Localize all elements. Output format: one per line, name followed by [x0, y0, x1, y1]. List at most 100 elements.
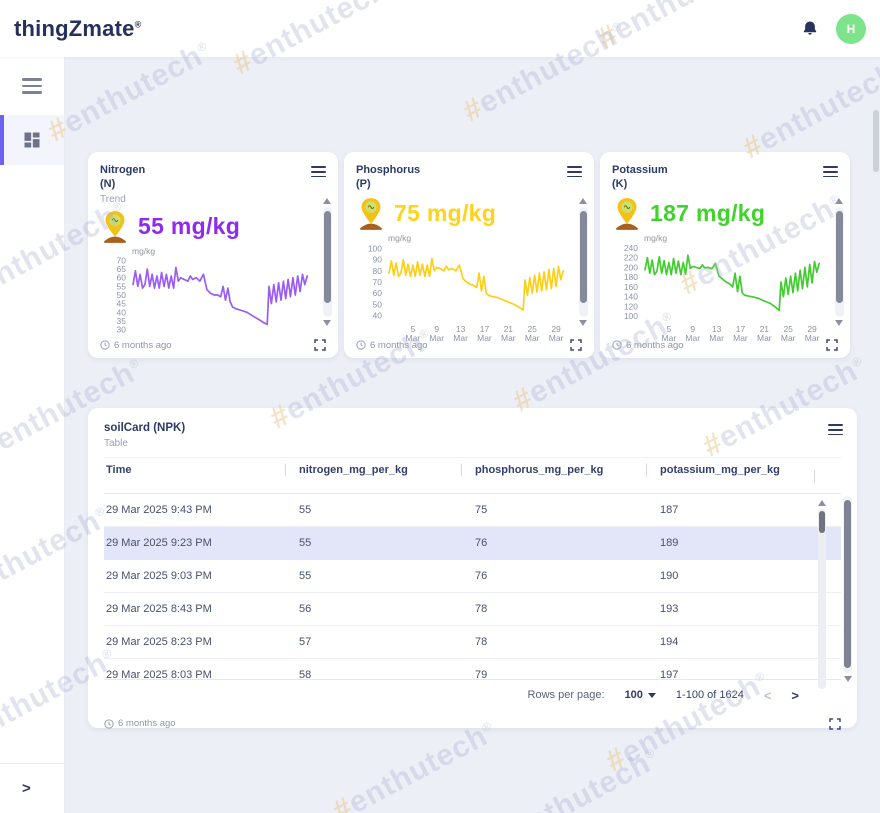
card-outer-scrollbar[interactable]: [842, 496, 853, 682]
scrollbar-thumb[interactable]: [819, 511, 825, 533]
scroll-up-arrow[interactable]: [323, 198, 331, 204]
table-inner-scrollbar[interactable]: [817, 500, 827, 689]
column-header-time[interactable]: Time: [106, 463, 132, 476]
card-scrollbar[interactable]: [833, 198, 845, 326]
table-cell: 58: [299, 668, 312, 679]
svg-text:Mar: Mar: [805, 333, 820, 343]
sidebar-menu-toggle[interactable]: [0, 57, 64, 115]
sidebar-item-dashboard[interactable]: [0, 115, 64, 165]
svg-text:Mar: Mar: [549, 333, 564, 343]
top-header: thingZmate® H: [0, 0, 880, 57]
clock-icon: [356, 340, 366, 350]
table-card-subtitle: Table: [104, 437, 128, 449]
scrollbar-thumb[interactable]: [323, 211, 331, 303]
svg-text:5: 5: [666, 324, 671, 334]
notification-bell-icon[interactable]: [800, 18, 820, 40]
scroll-down-arrow[interactable]: [835, 320, 843, 326]
svg-text:21: 21: [504, 324, 514, 334]
scrollbar-thumb[interactable]: [844, 500, 851, 668]
card-menu-icon[interactable]: [311, 166, 326, 178]
soilcard-npk-table-card: soilCard (NPK) Table Time nitrogen_mg_pe…: [88, 408, 857, 730]
svg-text:55: 55: [117, 281, 127, 291]
svg-text:Mar: Mar: [429, 333, 444, 343]
svg-text:100: 100: [368, 243, 382, 253]
soil-sensor-pin-icon: [360, 197, 382, 230]
svg-text:Mar: Mar: [709, 333, 724, 343]
scroll-up-arrow[interactable]: [579, 198, 587, 204]
sidebar-expand-chevron[interactable]: >: [22, 780, 31, 797]
main-content: Nitrogen (N) Trend 55 mg/kg mg/kg 70 65 60 55…: [65, 57, 880, 813]
scroll-down-arrow[interactable]: [323, 320, 331, 326]
svg-text:mg/kg: mg/kg: [644, 233, 667, 243]
scroll-up-arrow[interactable]: [818, 500, 826, 506]
table-row[interactable]: 29 Mar 2025 8:43 PM 56 78 193: [104, 593, 841, 626]
table-cell: 29 Mar 2025 8:43 PM: [106, 602, 212, 615]
scroll-down-arrow[interactable]: [579, 320, 587, 326]
column-header-potassium[interactable]: potassium_mg_per_kg: [646, 464, 841, 476]
table-cell: 55: [299, 503, 312, 516]
last-updated: 6 months ago: [104, 718, 176, 729]
svg-text:17: 17: [480, 324, 490, 334]
svg-text:180: 180: [624, 272, 638, 282]
clock-icon: [100, 340, 110, 350]
svg-text:Mar: Mar: [781, 333, 796, 343]
svg-text:40: 40: [117, 307, 127, 317]
table-cell: 29 Mar 2025 9:43 PM: [106, 503, 212, 516]
svg-text:90: 90: [373, 254, 383, 264]
card-menu-icon[interactable]: [823, 166, 838, 178]
active-indicator: [0, 115, 4, 165]
scrollbar-thumb[interactable]: [579, 211, 587, 303]
table-cell: 75: [475, 503, 488, 516]
table-row[interactable]: 29 Mar 2025 8:23 PM 57 78 194: [104, 626, 841, 659]
svg-text:60: 60: [117, 272, 127, 282]
scrollbar-thumb[interactable]: [835, 211, 843, 303]
card-scrollbar[interactable]: [577, 198, 589, 326]
phosphorus-trend-card: Phosphorus (P) 75 mg/kg mg/kg 100 90 80 70 60 5…: [344, 152, 594, 358]
pagination-range: 1-100 of 1624: [675, 689, 744, 702]
user-avatar[interactable]: H: [836, 13, 866, 44]
table-cell: 76: [475, 569, 488, 582]
table-cell: 190: [660, 569, 679, 582]
fullscreen-icon[interactable]: [826, 339, 838, 351]
svg-text:65: 65: [117, 264, 127, 274]
svg-text:29: 29: [551, 324, 561, 334]
svg-text:9: 9: [434, 324, 439, 334]
table-body: 29 Mar 2025 9:43 PM 55 75 187 29 Mar 2025 9:…: [104, 494, 841, 679]
svg-text:30: 30: [117, 324, 127, 334]
table-cell: 189: [660, 536, 679, 549]
svg-text:50: 50: [117, 290, 127, 300]
card-menu-icon[interactable]: [828, 424, 843, 436]
card-subtitle: Trend: [100, 193, 126, 205]
column-header-phosphorus[interactable]: phosphorus_mg_per_kg: [461, 464, 646, 476]
fullscreen-icon[interactable]: [314, 339, 326, 351]
fullscreen-icon[interactable]: [570, 339, 582, 351]
header-separator: [814, 470, 815, 483]
card-menu-icon[interactable]: [567, 166, 582, 178]
table-row[interactable]: 29 Mar 2025 9:43 PM 55 75 187: [104, 494, 841, 527]
soil-sensor-pin-icon: [104, 210, 126, 243]
soil-sensor-pin-icon: [616, 197, 638, 230]
scroll-down-arrow[interactable]: [843, 676, 852, 682]
svg-text:50: 50: [373, 299, 383, 309]
scroll-up-arrow[interactable]: [835, 198, 843, 204]
next-page-button[interactable]: >: [791, 687, 799, 703]
rows-per-page-select[interactable]: 100: [625, 689, 656, 701]
svg-text:45: 45: [117, 298, 127, 308]
column-header-nitrogen[interactable]: nitrogen_mg_per_kg: [285, 464, 461, 476]
previous-page-button[interactable]: <: [763, 687, 772, 703]
table-row[interactable]: 29 Mar 2025 9:23 PM 55 76 189: [104, 526, 841, 560]
fullscreen-icon[interactable]: [829, 718, 841, 730]
phosphorus-trend-chart: mg/kg1009080706050405Mar9Mar13Mar17Mar21…: [368, 233, 565, 343]
data-table: Time nitrogen_mg_per_kg phosphorus_mg_pe…: [104, 456, 841, 679]
card-scrollbar[interactable]: [321, 198, 333, 326]
page-scrollbar-thumb[interactable]: [873, 110, 879, 172]
table-row[interactable]: 29 Mar 2025 8:03 PM 58 79 197: [104, 659, 841, 679]
svg-text:13: 13: [456, 324, 466, 334]
table-cell: 76: [475, 536, 488, 549]
clock-icon: [612, 340, 622, 350]
potassium-value: 187 mg/kg: [650, 200, 766, 227]
svg-text:80: 80: [373, 265, 383, 275]
svg-text:17: 17: [736, 324, 746, 334]
table-row[interactable]: 29 Mar 2025 9:03 PM 55 76 190: [104, 560, 841, 593]
